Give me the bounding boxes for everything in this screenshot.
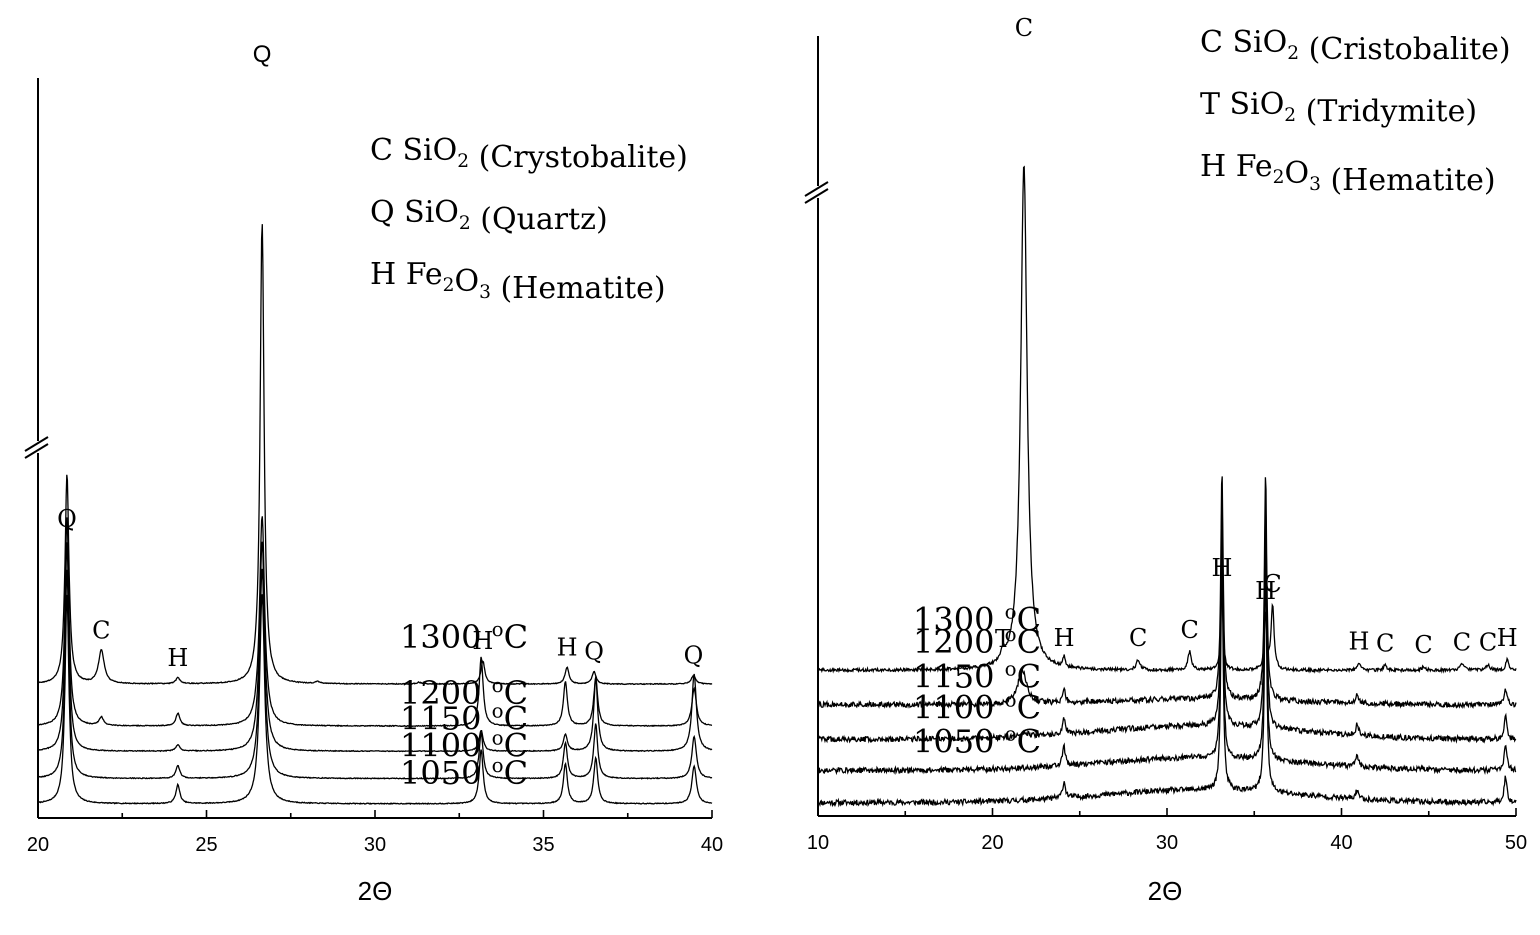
peak-label: H <box>1255 577 1276 605</box>
x-axis-label: 2Θ <box>1148 876 1183 906</box>
xrd-trace <box>817 476 1517 709</box>
peak-label: C <box>1479 629 1497 657</box>
axis-break-mark <box>24 436 49 459</box>
x-tick-label: 30 <box>1156 832 1178 854</box>
temperature-label: 1150 oC <box>913 657 1041 695</box>
legend-entry: H Fe2O3 (Hematite) <box>1200 149 1496 198</box>
legend: C SiO2 (Cristobalite) T SiO2 (Tridymite) H… <box>1200 25 1511 198</box>
xrd-trace <box>817 165 1517 674</box>
temperature-label: 1200 oC <box>913 623 1041 661</box>
xrd-trace <box>37 541 713 753</box>
peak-label: C <box>1414 631 1432 659</box>
peak-label: C <box>1376 630 1394 658</box>
peak-label: H <box>1054 624 1075 652</box>
peak-label: C <box>1263 570 1281 598</box>
legend: C SiO2 (Crystobalite) Q SiO2 (Quartz) H Fe… <box>370 133 688 306</box>
legend-entry: T SiO2 (Tridymite) <box>1200 87 1477 129</box>
xrd-trace <box>37 224 713 686</box>
peak-label: Q <box>584 638 604 666</box>
legend-entry: Q SiO2 (Quartz) <box>370 195 608 237</box>
x-tick-label: 30 <box>364 834 386 856</box>
temperature-label: 1200 oC <box>400 674 528 712</box>
x-tick-label: 50 <box>1505 832 1527 854</box>
peak-label: Q <box>684 642 704 670</box>
peak-label: C <box>1453 629 1471 657</box>
xrd-trace <box>817 532 1517 776</box>
legend-entry: C SiO2 (Crystobalite) <box>370 133 688 175</box>
x-tick-label: 25 <box>195 834 217 856</box>
x-tick-label: 20 <box>981 832 1003 854</box>
x-tick-label: 40 <box>701 834 723 856</box>
peak-label: H <box>557 633 578 661</box>
peak-label: C <box>1180 616 1198 644</box>
peak-label: H <box>1497 624 1518 652</box>
peak-label: H <box>472 627 493 655</box>
xrd-trace <box>37 568 713 780</box>
peak-label: C <box>1129 624 1147 652</box>
x-tick-label: 20 <box>27 834 49 856</box>
peak-label: H <box>1211 554 1232 582</box>
temperature-label: 1100 oC <box>400 727 528 765</box>
axis-break-mark <box>804 181 829 204</box>
xrd-trace <box>817 568 1517 808</box>
peak-label: H <box>1348 627 1369 655</box>
xrd-trace <box>37 594 713 805</box>
peak-label: C <box>92 617 110 645</box>
peak-label: T <box>995 625 1011 653</box>
x-tick-label: 35 <box>532 834 554 856</box>
x-tick-label: 10 <box>807 832 829 854</box>
peak-label: C <box>1015 14 1033 42</box>
temperature-label: 1300 oC <box>913 600 1041 638</box>
temperature-label: 1050 oC <box>913 723 1041 761</box>
xrd-trace <box>817 499 1517 744</box>
peak-label: Q <box>253 41 272 68</box>
temperature-label: 1150 oC <box>400 699 528 737</box>
temperature-label: 1300 oC <box>400 618 528 656</box>
temperature-label: 1100 oC <box>913 688 1041 726</box>
peak-label: H <box>167 644 188 672</box>
temperature-label: 1050 oC <box>400 754 528 792</box>
legend-entry: H Fe2O3 (Hematite) <box>370 257 666 306</box>
legend-entry: C SiO2 (Cristobalite) <box>1200 25 1511 67</box>
x-axis-label: 2Θ <box>358 876 393 906</box>
peak-label: Q <box>57 505 77 533</box>
xrd-trace <box>37 516 713 728</box>
x-tick-label: 40 <box>1330 832 1352 854</box>
